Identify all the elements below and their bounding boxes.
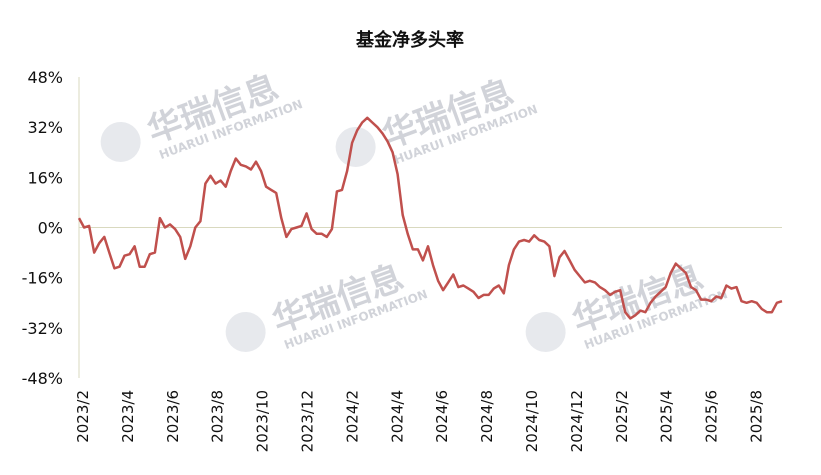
x-tick-label: 2025/8 <box>748 390 766 443</box>
x-tick-label: 2024/10 <box>523 390 541 452</box>
x-axis: 2023/2 2023/4 2023/6 2023/8 2023/10 2023/12 20… <box>74 390 766 452</box>
y-tick-label: 16% <box>27 168 63 187</box>
x-tick-label: 2024/8 <box>478 390 496 443</box>
x-tick-label: 2023/12 <box>299 390 317 452</box>
x-tick-label: 2023/8 <box>209 390 227 443</box>
y-tick-label: -16% <box>22 269 63 288</box>
x-tick-label: 2023/4 <box>119 390 137 443</box>
x-tick-label: 2024/4 <box>388 390 406 443</box>
y-tick-label: 48% <box>27 68 63 87</box>
chart-title: 基金净多头率 <box>355 29 464 51</box>
x-tick-label: 2023/10 <box>254 390 272 452</box>
x-tick-label: 2024/2 <box>343 390 361 443</box>
x-tick-label: 2025/2 <box>613 390 631 443</box>
plot-area <box>77 116 783 320</box>
watermark-logo: 华瑞信息 HUARUI INFORMATION 华瑞信息 HUARUI INFO… <box>100 67 730 352</box>
x-tick-label: 2025/4 <box>658 390 676 443</box>
x-tick-label: 2024/6 <box>433 390 451 443</box>
series-line <box>77 116 783 320</box>
y-tick-label: 0% <box>38 219 63 238</box>
y-tick-label: -48% <box>22 369 63 388</box>
x-tick-label: 2024/12 <box>568 390 586 452</box>
y-axis: 48% 32% 16% 0% -16% -32% -48% <box>22 68 63 388</box>
x-tick-label: 2025/6 <box>703 390 721 443</box>
x-tick-label: 2023/6 <box>164 390 182 443</box>
y-tick-label: -32% <box>22 319 63 338</box>
y-tick-label: 32% <box>27 118 63 137</box>
x-tick-label: 2023/2 <box>74 390 92 443</box>
